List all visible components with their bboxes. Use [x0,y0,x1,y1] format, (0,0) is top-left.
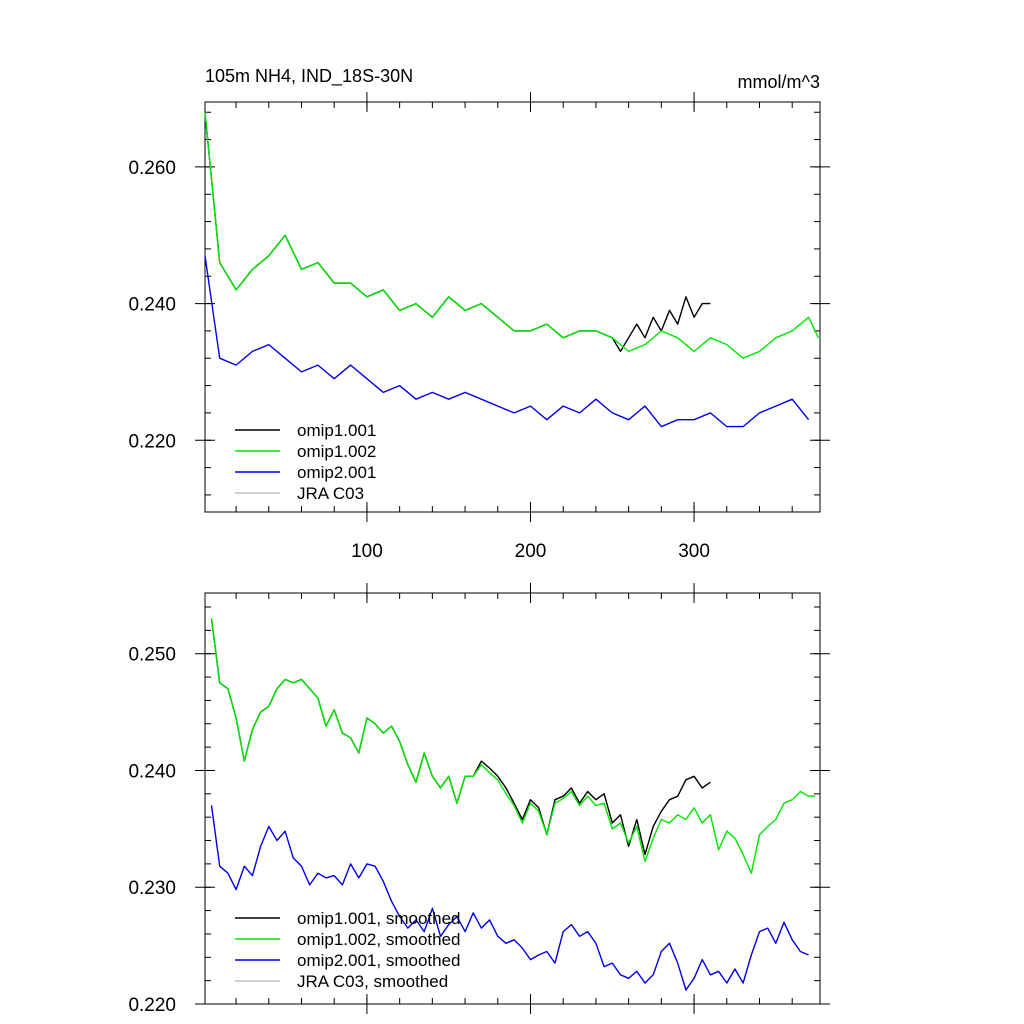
series-line-omip2_001 [210,805,809,991]
y-tick-label: 0.220 [128,431,176,452]
chart-title: 105m NH4, IND_18S-30N [205,66,413,87]
bottom-panel: 0.220 0.230 0.240 0.250 omip1.001, smoothed o… [128,583,830,1016]
legend-label: omip1.002 [297,442,376,461]
y-tick-label: 0.220 [128,995,176,1016]
y-tick-label: 0.260 [128,158,176,179]
x-tick-label: 200 [515,541,547,562]
plot-frame [204,101,821,513]
legend-label: omip1.002, smoothed [297,930,461,949]
legend-label: omip1.001, smoothed [297,909,461,928]
x-tick-label: 300 [678,541,710,562]
y-tick-label: 0.230 [128,878,176,899]
legend-label: omip2.001, smoothed [297,951,461,970]
legend-label: JRA C03, smoothed [297,972,448,991]
series-line-omip1_001 [210,618,711,856]
y-tick-label: 0.240 [128,761,176,782]
legend-label: omip2.001 [297,463,376,482]
y-tick-label: 0.240 [128,295,176,316]
plot-frame [204,592,821,1005]
series-line-omip2_001 [204,255,810,428]
legend-label: JRA C03 [297,484,364,503]
x-tick-label: 100 [351,541,383,562]
legend-label: omip1.001 [297,421,376,440]
top-panel: 0.220 0.240 0.260 100 200 300 105m NH4, IND_18… [128,66,830,562]
series-line-omip1_001 [204,112,711,353]
series-line-omip1_002 [204,112,820,359]
chart-units: mmol/m^3 [738,72,820,92]
series-line-omip1_002 [210,618,816,874]
y-tick-label: 0.250 [128,645,176,666]
